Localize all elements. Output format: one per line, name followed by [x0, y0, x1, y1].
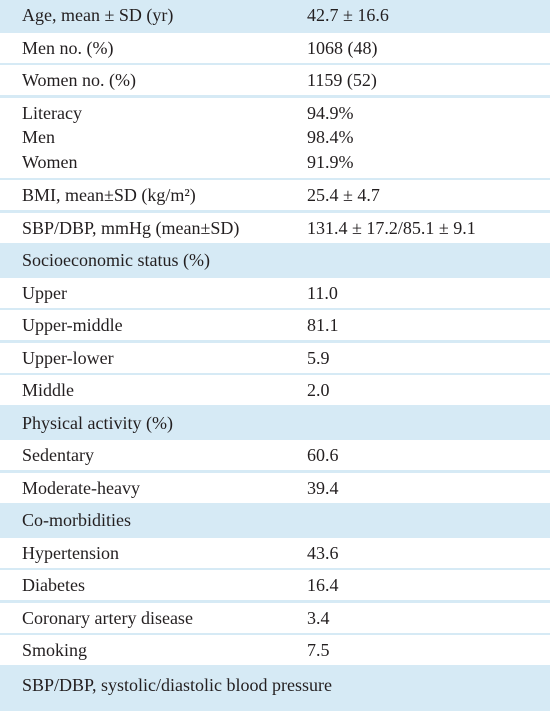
- row-label: Women no. (%): [22, 70, 137, 90]
- row-value: 7.5: [307, 640, 330, 660]
- row-value: 16.4: [307, 575, 339, 595]
- table-row: SBP/DBP, mmHg (mean±SD) 131.4 ± 17.2/85.1…: [0, 212, 550, 243]
- row-label: Upper: [22, 282, 67, 303]
- table-row: Upper-middle 81.1: [0, 310, 550, 340]
- row-label: Men: [22, 127, 55, 147]
- row-value: 94.9%: [307, 102, 354, 123]
- section-label: Socioeconomic status (%): [22, 250, 210, 270]
- section-row: Socioeconomic status (%): [0, 245, 550, 275]
- row-value: 11.0: [307, 282, 338, 303]
- row-label: Coronary artery disease: [22, 607, 193, 628]
- table-row: Sedentary 60.6: [0, 440, 550, 470]
- table-row: Upper 11.0: [0, 277, 550, 308]
- section-label: Co-morbidities: [22, 510, 131, 530]
- row-label: Middle: [22, 380, 74, 400]
- row-value: 39.4: [307, 477, 339, 498]
- footnote-row: SBP/DBP, systolic/diastolic blood pressu…: [0, 668, 550, 711]
- table-row: Smoking 7.5: [0, 635, 550, 665]
- table-row: Literacy Men Women 94.9% 98.4% 91.9%: [0, 97, 550, 178]
- row-label: SBP/DBP, mmHg (mean±SD): [22, 217, 240, 238]
- row-value: 5.9: [307, 347, 330, 368]
- row-value: 98.4%: [307, 127, 354, 147]
- row-value: 3.4: [307, 607, 330, 628]
- row-value: 1159 (52): [307, 70, 377, 90]
- row-label: Smoking: [22, 640, 88, 660]
- footnote: SBP/DBP, systolic/diastolic blood pressu…: [22, 674, 333, 695]
- section-label: Physical activity (%): [22, 412, 173, 433]
- row-label: BMI, mean±SD (kg/m²): [22, 185, 196, 205]
- section-row: Physical activity (%): [0, 408, 550, 438]
- row-label: Hypertension: [22, 542, 119, 563]
- row-label: Upper-middle: [22, 315, 123, 335]
- table-row: Men no. (%) 1068 (48): [0, 32, 550, 63]
- label-cell: Literacy Men Women: [22, 101, 82, 175]
- row-label: Moderate-heavy: [22, 477, 140, 498]
- row-label: Age, mean ± SD (yr): [22, 5, 174, 25]
- row-label: Diabetes: [22, 575, 85, 595]
- table-row: Moderate-heavy 39.4: [0, 472, 550, 503]
- row-value: 43.6: [307, 542, 339, 563]
- row-value: 91.9%: [307, 151, 354, 172]
- row-value: 42.7 ± 16.6: [307, 5, 389, 25]
- row-value: 1068 (48): [307, 37, 378, 58]
- value-cell: 94.9% 98.4% 91.9%: [307, 101, 354, 175]
- table-row: BMI, mean±SD (kg/m²) 25.4 ± 4.7: [0, 180, 550, 210]
- row-label: Men no. (%): [22, 37, 114, 58]
- table-row: Diabetes 16.4: [0, 570, 550, 600]
- row-label: Sedentary: [22, 445, 94, 465]
- row-label: Literacy: [22, 102, 82, 123]
- row-value: 2.0: [307, 380, 330, 400]
- table-row: Middle 2.0: [0, 375, 550, 405]
- table-row: Age, mean ± SD (yr) 42.7 ± 16.6: [0, 0, 550, 30]
- table-row: Hypertension 43.6: [0, 537, 550, 568]
- row-value: 131.4 ± 17.2/85.1 ± 9.1: [307, 217, 476, 238]
- row-value: 25.4 ± 4.7: [307, 185, 380, 205]
- row-label: Women: [22, 151, 78, 172]
- row-value: 60.6: [307, 445, 339, 465]
- table-row: Women no. (%) 1159 (52): [0, 65, 550, 95]
- row-label: Upper-lower: [22, 347, 114, 368]
- table-row: Coronary artery disease 3.4: [0, 602, 550, 633]
- table-row: Upper-lower 5.9: [0, 342, 550, 373]
- row-value: 81.1: [307, 315, 339, 335]
- section-row: Co-morbidities: [0, 505, 550, 535]
